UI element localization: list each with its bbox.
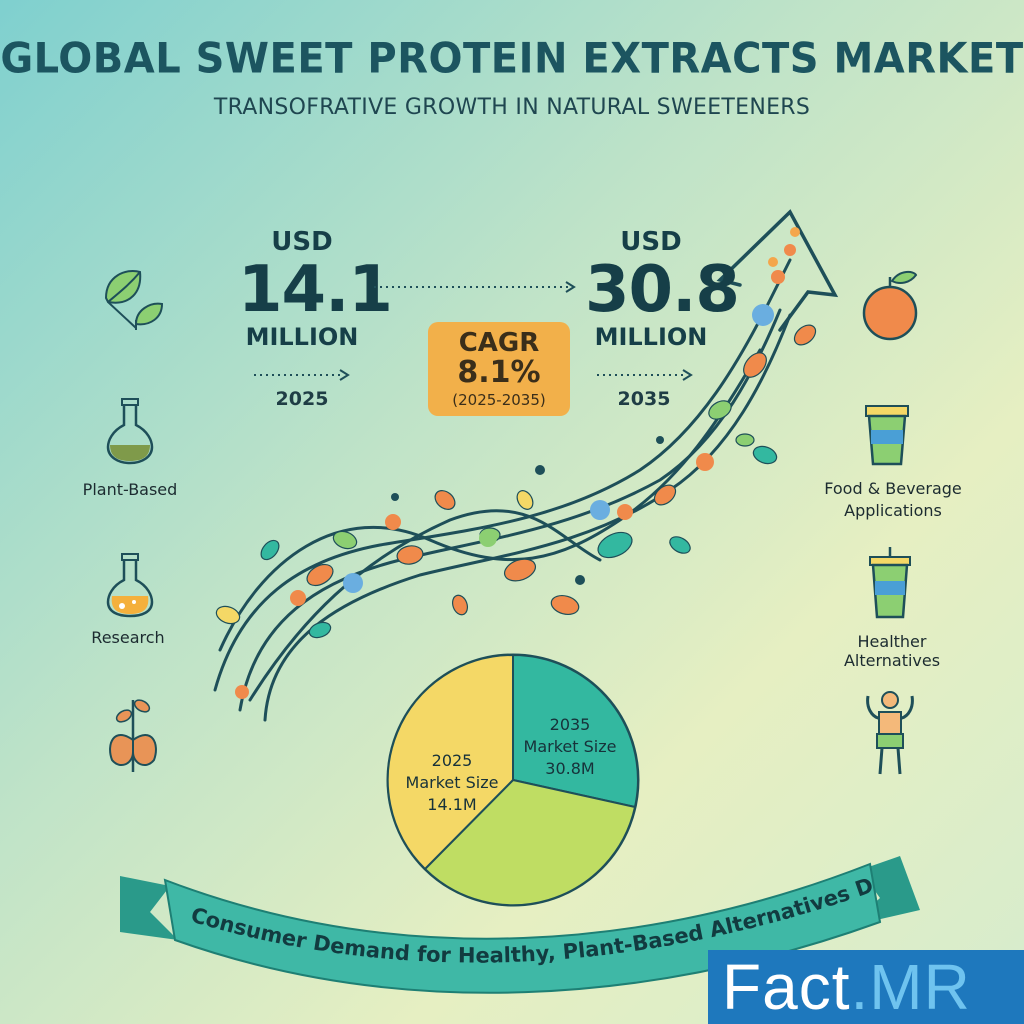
cagr-value: 8.1%	[457, 355, 541, 390]
page-subtitle: TRANSOFRATIVE GROWTH IN NATURAL SWEETENE…	[213, 95, 811, 120]
market-size-pie	[386, 653, 640, 907]
pie-slice-growth	[423, 778, 637, 907]
cagr-label: CAGR	[458, 328, 540, 358]
logo-part-fact: Fact	[722, 951, 851, 1023]
start-year: 2025	[275, 388, 329, 410]
cup-icon	[865, 405, 909, 466]
pie-slice-2035	[512, 653, 639, 809]
pie-2035-title: Market Size	[523, 737, 617, 756]
pie-2025-value: 14.1M	[427, 795, 477, 814]
flask-icon	[106, 398, 154, 465]
start-dotted-arrow	[254, 369, 350, 381]
end-value: 30.8	[585, 253, 740, 327]
pie-2025-year: 2025	[431, 751, 473, 770]
fact-mr-logo: Fact.MR	[708, 950, 1024, 1024]
pie-label-2025: 2025 Market Size 14.1M	[402, 750, 502, 816]
start-value: 14.1	[238, 253, 393, 327]
start-unit: MILLION	[245, 323, 359, 351]
banner-ribbon: Consumer Demand for Healthy, Plant-Based…	[0, 840, 920, 994]
drink-icon	[869, 547, 911, 619]
pie-2035-value: 30.8M	[545, 759, 595, 778]
plant-icon	[109, 699, 157, 772]
cagr-badge: CAGR 8.1% (2025-2035)	[428, 322, 570, 416]
growth-dotted-arrow	[374, 281, 576, 293]
pie-2025-title: Market Size	[405, 773, 499, 792]
start-value-block: USD 14.1 MILLION	[238, 227, 393, 351]
page-title: GLOBAL SWEET PROTEIN EXTRACTS MARKET	[0, 34, 1024, 84]
research-flask-icon	[106, 553, 154, 618]
start-currency: USD	[271, 227, 333, 257]
pie-slice-2025	[386, 653, 514, 871]
pie-label-2035: 2035 Market Size 30.8M	[520, 714, 620, 780]
end-year: 2035	[617, 388, 671, 410]
strong-person-icon	[866, 691, 914, 775]
right-label-healther-alternatives: Healther Alternatives	[843, 632, 941, 670]
cagr-period: (2025-2035)	[452, 391, 546, 409]
end-value-block: USD 30.8 MILLION	[585, 227, 740, 351]
end-unit: MILLION	[594, 323, 708, 351]
pie-2035-year: 2035	[549, 715, 591, 734]
logo-part-mr: .MR	[850, 951, 971, 1023]
end-dotted-arrow	[597, 369, 693, 381]
left-label-plant-based: Plant-Based	[82, 480, 178, 499]
end-currency: USD	[620, 227, 682, 257]
right-label-food-beverage: Food & Beverage Applications	[824, 479, 962, 520]
left-label-research: Research	[91, 628, 165, 647]
fruit-icon	[862, 270, 918, 341]
leaf-icon	[104, 270, 164, 330]
